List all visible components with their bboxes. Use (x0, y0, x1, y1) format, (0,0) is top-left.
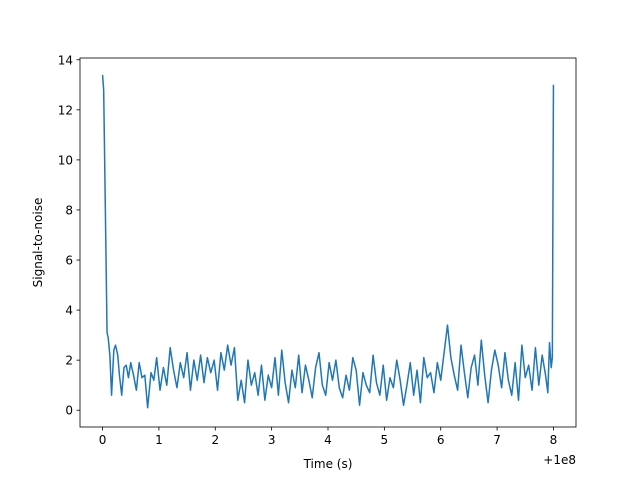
y-tick-label: 4 (65, 304, 73, 318)
data-layer (101, 74, 555, 409)
y-tick-label: 8 (65, 203, 73, 217)
x-tick-label: 0 (99, 433, 107, 447)
x-tick-label: 3 (268, 433, 276, 447)
x-tick-label: 4 (324, 433, 332, 447)
y-tick-label: 2 (65, 354, 73, 368)
x-tick-label: 6 (437, 433, 445, 447)
x-tick-label: 2 (211, 433, 219, 447)
y-tick-label: 0 (65, 404, 73, 418)
y-axis-ticks: 0 2 4 6 8 10 12 14 (58, 53, 80, 418)
x-axis-label: Time (s) (303, 457, 353, 471)
y-tick-label: 6 (65, 254, 73, 268)
y-tick-label: 12 (58, 103, 73, 117)
x-tick-label: 7 (493, 433, 501, 447)
x-axis-offset-label: +1e8 (543, 453, 576, 467)
y-axis-label: Signal-to-noise (31, 198, 45, 288)
x-tick-label: 8 (550, 433, 558, 447)
x-tick-label: 5 (381, 433, 389, 447)
y-tick-label: 14 (58, 53, 73, 67)
series-line-1 (101, 74, 555, 409)
y-tick-label: 10 (58, 153, 73, 167)
x-axis-ticks: 0 1 2 3 4 5 6 7 8 (99, 427, 558, 447)
x-tick-label: 1 (155, 433, 163, 447)
